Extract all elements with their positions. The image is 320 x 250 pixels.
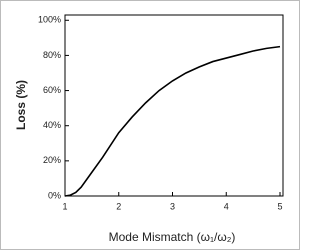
chart: Mode Mismatch (ω₁/ω₂) Loss (%) 0% 20% 40% 6… [0, 0, 300, 250]
data-line [64, 45, 281, 197]
x-tick-label: 2 [116, 201, 121, 211]
y-tick-label: 0% [48, 190, 61, 200]
y-tick-label: 40% [43, 120, 61, 130]
y-tick-label: 100% [38, 15, 61, 25]
y-axis-title: Loss (%) [14, 80, 28, 130]
y-tick-label: 20% [43, 155, 61, 165]
x-tick-label: 3 [170, 201, 175, 211]
plot-frame [64, 14, 284, 197]
y-tick-label: 80% [43, 50, 61, 60]
y-tick-label: 60% [43, 85, 61, 95]
chart-border [0, 0, 300, 250]
x-tick-label: 4 [224, 201, 229, 211]
x-tick-label: 5 [277, 201, 282, 211]
x-tick-label: 1 [62, 201, 67, 211]
x-axis-title: Mode Mismatch (ω₁/ω₂) [109, 230, 236, 244]
